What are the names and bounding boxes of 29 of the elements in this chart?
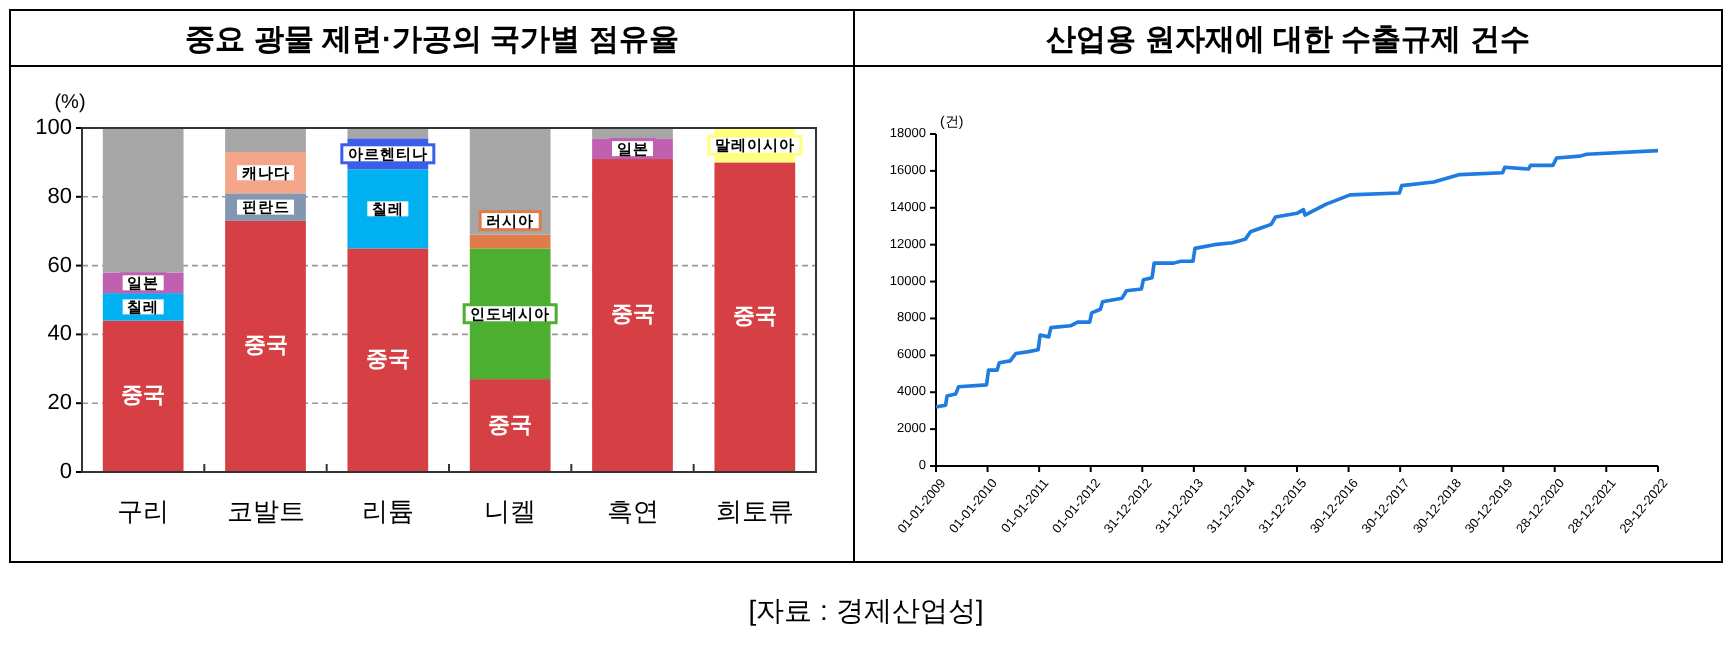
- line-series: [934, 148, 1660, 409]
- bar: [469, 379, 551, 472]
- x-tick-label: 코발트: [226, 496, 305, 526]
- y-tick-label: 20: [47, 391, 72, 416]
- y-tick-label: 60: [47, 253, 72, 278]
- bar: [347, 248, 429, 472]
- text: [자료 : 경제산업성]: [748, 594, 984, 626]
- text: 중국: [243, 334, 288, 359]
- text: 중국: [610, 303, 655, 328]
- text: 중국: [732, 305, 777, 330]
- y-tick-label: 0: [59, 460, 72, 484]
- y-tick-label: 80: [47, 184, 72, 209]
- x-tick-label: 구리: [117, 496, 170, 526]
- x-tick-label: 흑연: [606, 496, 659, 526]
- chart-title: 중요 광물 제련·가공의 국가별 점유율: [185, 23, 679, 57]
- text: 중국: [365, 348, 410, 373]
- bar: [225, 128, 306, 153]
- x-tick-label: 니켈: [484, 496, 537, 526]
- x-tick-label: 리튬: [361, 496, 414, 526]
- y-tick-label: 40: [47, 322, 72, 347]
- y-tick-label: 100: [35, 116, 72, 140]
- series-label: 중국: [121, 384, 166, 409]
- bar: [714, 162, 796, 472]
- x-tick-label: 희토류: [715, 496, 794, 526]
- bar: [102, 320, 184, 472]
- bar: [225, 220, 306, 472]
- text: 중국: [488, 413, 533, 438]
- y-axis-title: (%): [54, 92, 86, 114]
- chart-title: 산업용 원자재에 대한 수출규제 건수: [1046, 23, 1530, 57]
